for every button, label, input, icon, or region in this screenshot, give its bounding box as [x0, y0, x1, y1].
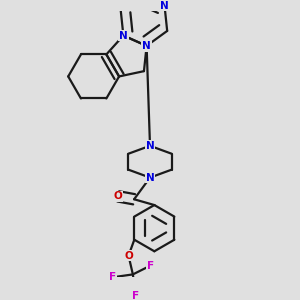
Text: N: N: [119, 31, 128, 40]
Text: F: F: [147, 261, 154, 271]
Text: F: F: [132, 291, 139, 300]
Text: F: F: [109, 272, 116, 282]
Text: N: N: [142, 41, 151, 51]
Text: O: O: [124, 250, 133, 261]
Text: O: O: [114, 191, 123, 201]
Text: N: N: [146, 141, 154, 151]
Text: N: N: [160, 1, 169, 10]
Text: N: N: [146, 172, 154, 183]
